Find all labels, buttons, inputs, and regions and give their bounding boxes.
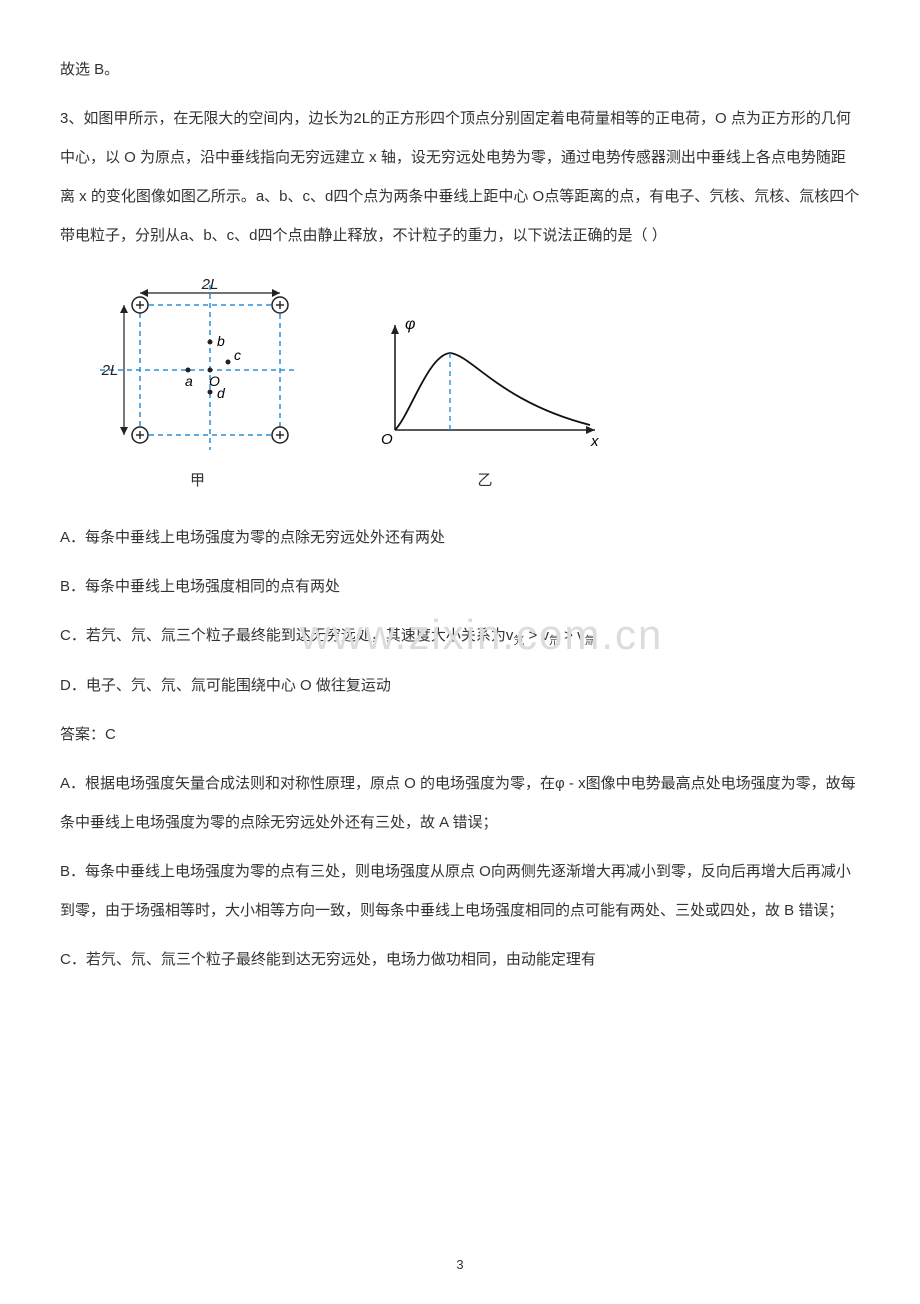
- explain-a: A．根据电场强度矢量合成法则和对称性原理，原点 O 的电场强度为零，在φ - x…: [60, 764, 860, 842]
- figure-diagram-col: 2L2LabcdO 甲: [90, 275, 305, 500]
- question-text: 3、如图甲所示，在无限大的空间内，边长为2L的正方形四个顶点分别固定着电荷量相等…: [60, 99, 860, 255]
- intro-line: 故选 B。: [60, 50, 860, 89]
- answer: 答案：C: [60, 715, 860, 754]
- figure-graph-caption: 乙: [477, 461, 492, 500]
- svg-text:φ: φ: [405, 316, 415, 333]
- svg-text:a: a: [185, 373, 193, 389]
- gt1: >: [524, 627, 541, 644]
- s3: 氚: [585, 635, 596, 647]
- figure-graph: φ x O: [365, 315, 605, 455]
- option-d: D．电子、氕、氘、氚可能围绕中心 O 做往复运动: [60, 666, 860, 705]
- s2: 氘: [549, 635, 560, 647]
- svg-text:2L: 2L: [201, 276, 219, 293]
- figure-graph-col: φ x O 乙: [365, 315, 605, 500]
- option-c-prefix: C．若氕、氘、氚三个粒子最终能到达无穷远处，其速度大小关系为: [60, 627, 506, 644]
- s1: 氕: [513, 635, 524, 647]
- v2: v: [541, 627, 549, 644]
- explain-c: C．若氕、氘、氚三个粒子最终能到达无穷远处，电场力做功相同，由动能定理有: [60, 940, 860, 979]
- option-a: A．每条中垂线上电场强度为零的点除无穷远处外还有两处: [60, 518, 860, 557]
- option-b: B．每条中垂线上电场强度相同的点有两处: [60, 567, 860, 606]
- svg-text:c: c: [234, 347, 241, 363]
- option-c: C．若氕、氘、氚三个粒子最终能到达无穷远处，其速度大小关系为v氕 > v氘 > …: [60, 616, 860, 656]
- question-prefix: 3、: [60, 110, 83, 127]
- page-number: 3: [0, 1248, 920, 1282]
- figures-row: 2L2LabcdO 甲 φxO 乙: [90, 275, 860, 500]
- question-body: 如图甲所示，在无限大的空间内，边长为2L的正方形四个顶点分别固定着电荷量相等的正…: [60, 110, 859, 244]
- v3: v: [577, 627, 585, 644]
- svg-text:2L: 2L: [101, 362, 119, 379]
- svg-text:O: O: [381, 431, 393, 448]
- svg-text:O: O: [209, 373, 220, 389]
- figure-diagram: 2L2LabcdO: [90, 275, 305, 455]
- svg-text:b: b: [217, 333, 225, 349]
- svg-text:x: x: [590, 433, 599, 450]
- figure-diagram-caption: 甲: [190, 461, 205, 500]
- explain-b: B．每条中垂线上电场强度为零的点有三处，则电场强度从原点 O向两侧先逐渐增大再减…: [60, 852, 860, 930]
- gt2: >: [560, 627, 577, 644]
